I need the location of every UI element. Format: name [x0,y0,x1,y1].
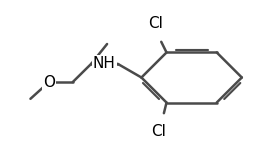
Text: NH: NH [93,56,116,71]
Text: Cl: Cl [151,124,166,139]
Text: Cl: Cl [148,16,163,31]
Text: O: O [43,75,55,90]
